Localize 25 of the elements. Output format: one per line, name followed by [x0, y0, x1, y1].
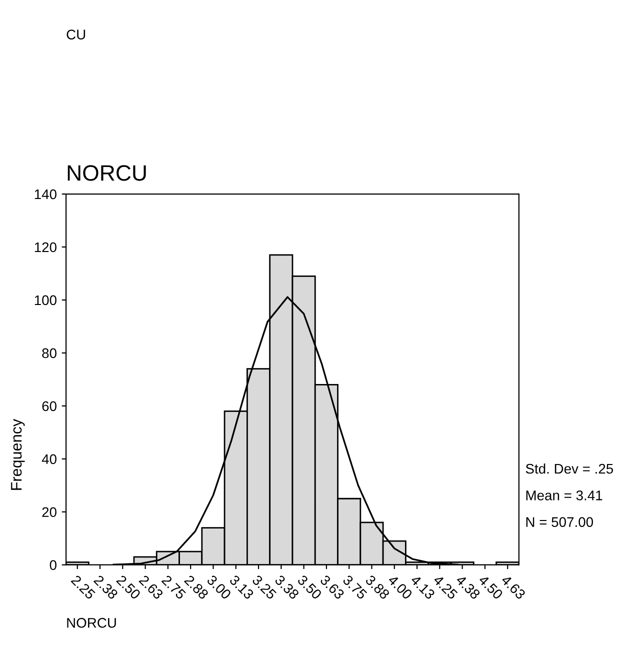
y-tick-label: 80: [42, 348, 56, 358]
chart-title: NORCU: [68, 165, 146, 181]
y-tick-label: 0: [50, 560, 56, 570]
x-tick-label: 3.25: [252, 574, 277, 600]
y-tick-label: 140: [34, 189, 56, 200]
y-tick-label: 100: [34, 295, 56, 306]
y-tick-label: 60: [42, 401, 56, 412]
text: Std. Dev = .25: [526, 463, 614, 474]
x-tick-label: 3.13: [229, 574, 254, 600]
y-tick-label: 40: [42, 454, 56, 464]
text: CU: [66, 30, 86, 40]
x-tick-label: 3.63: [320, 574, 345, 600]
y-axis-title: Frequency: [11, 418, 25, 490]
x-tick-label: 2.25: [70, 574, 96, 600]
x-tick-label: 2.63: [138, 574, 164, 600]
x-tick-label: 2.50: [116, 574, 142, 600]
x-tick-label: 2.75: [161, 574, 186, 600]
x-tick-label: 2.38: [93, 574, 118, 600]
text: N = 507.00: [526, 517, 594, 527]
x-tick-label: 4.63: [500, 574, 526, 600]
x-tick-label: 4.13: [410, 574, 436, 600]
text: Mean = 3.41: [526, 490, 602, 500]
x-axis-title: NORCU: [67, 618, 116, 628]
y-tick-label: 120: [34, 242, 56, 252]
y-tick-label: 20: [42, 507, 56, 518]
